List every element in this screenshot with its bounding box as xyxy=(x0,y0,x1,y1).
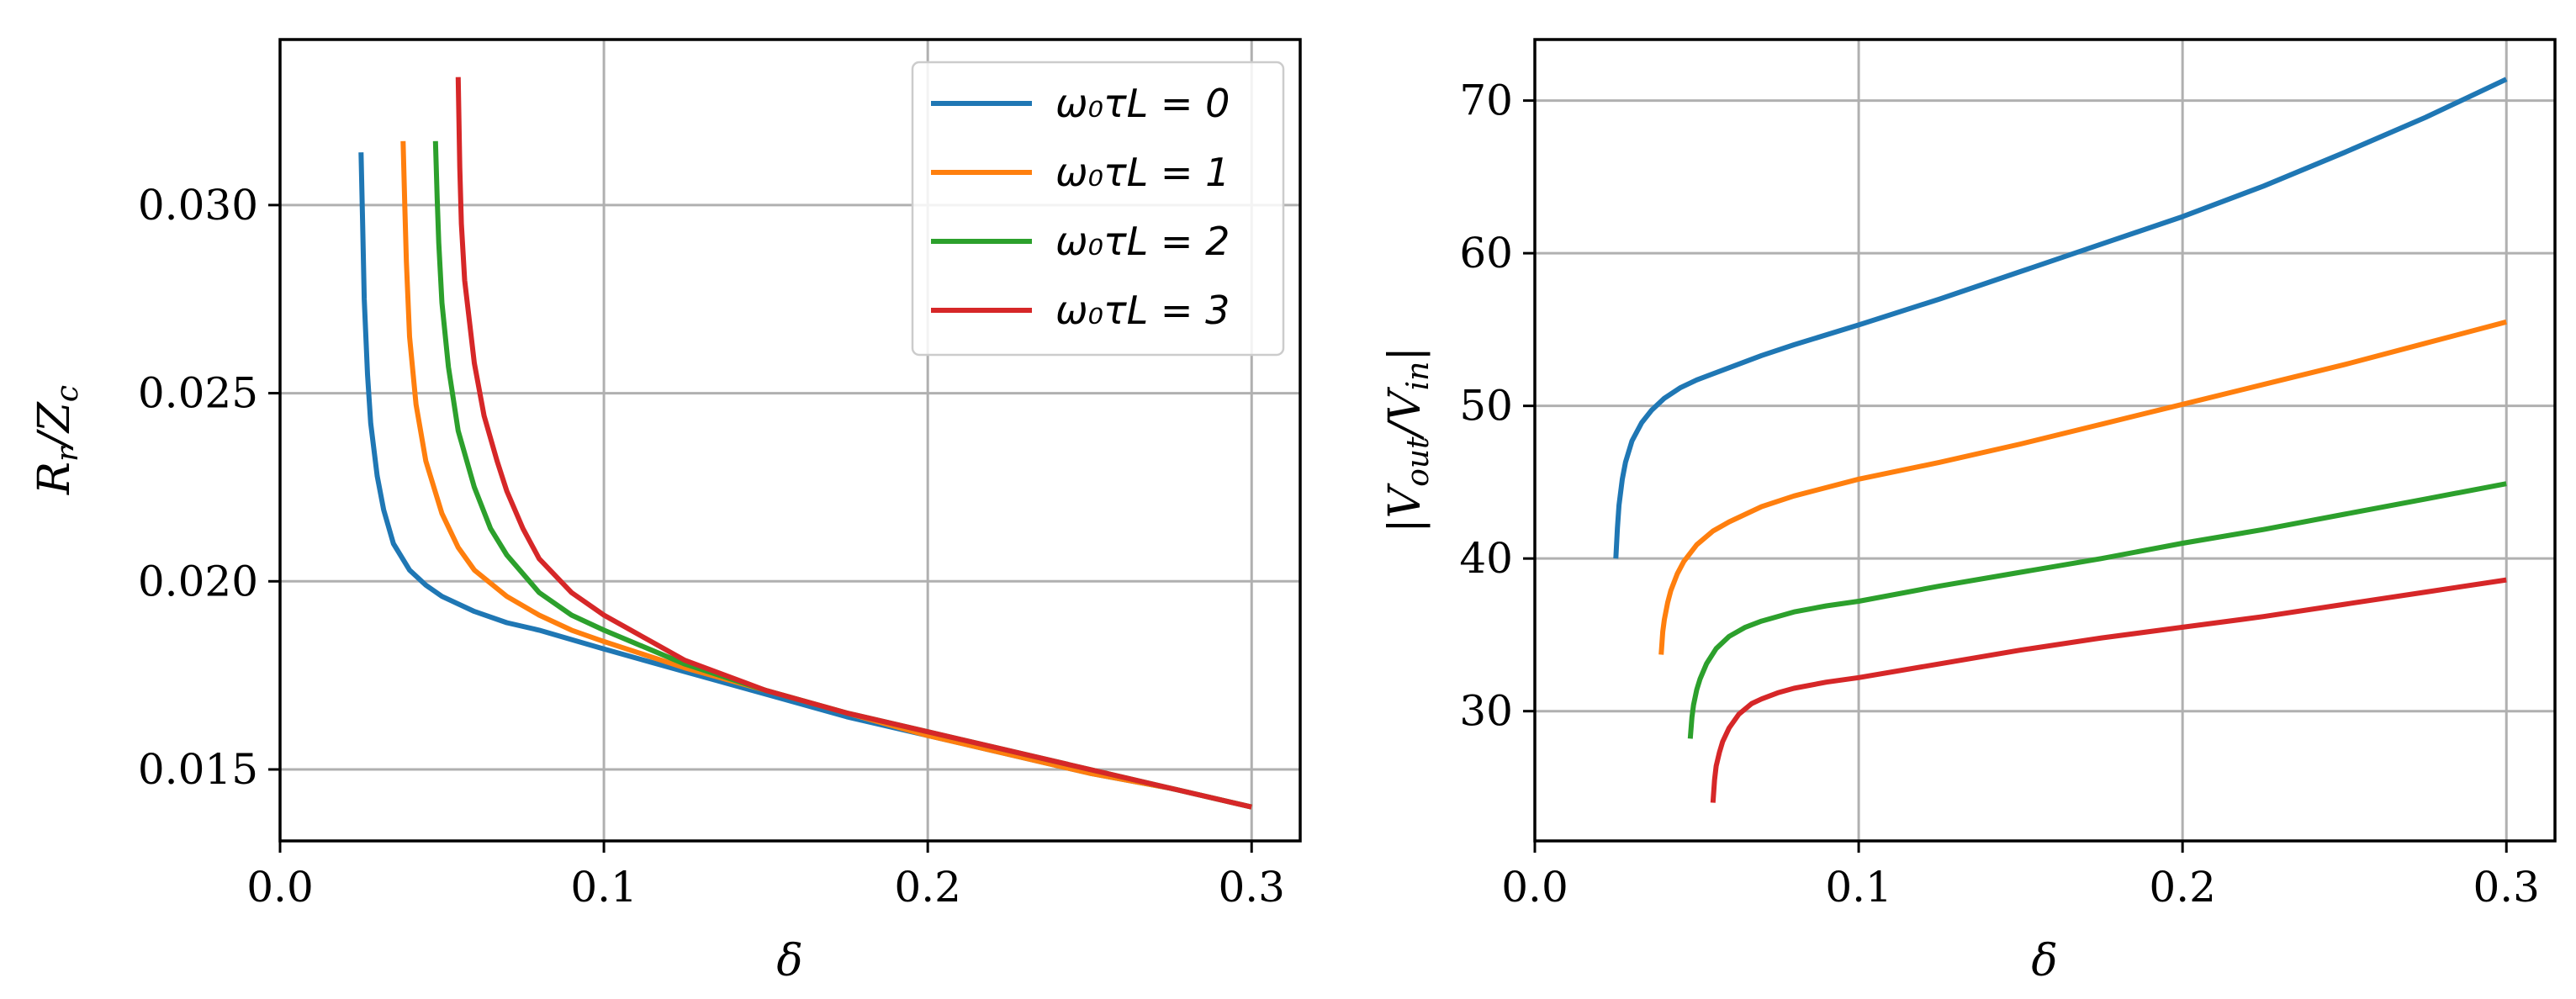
y-tick-label: 0.015 xyxy=(138,745,258,794)
x-tick-label: 0.3 xyxy=(2473,863,2540,912)
series-line xyxy=(455,77,1252,810)
right-series xyxy=(1613,77,2508,803)
legend-label: ω₀τL = 3 xyxy=(1055,288,1230,333)
legend-item: ω₀τL = 0 xyxy=(931,81,1230,126)
series-line xyxy=(400,140,1252,810)
y-tick-label: 70 xyxy=(1459,77,1513,125)
x-tick-label: 0.0 xyxy=(1501,863,1568,912)
x-tick-label: 0.1 xyxy=(570,863,637,912)
legend: ω₀τL = 0 ω₀τL = 1 ω₀τL = 2 ω₀τL = 3 xyxy=(911,61,1285,357)
series-line xyxy=(1613,77,2508,559)
x-tick-label: 0.1 xyxy=(1825,863,1892,912)
y-tick-label: 0.025 xyxy=(138,369,258,418)
x-tick-label: 0.2 xyxy=(894,863,961,912)
y-tick-label: 40 xyxy=(1459,534,1513,583)
left-y-axis-label: Rr/Zc xyxy=(29,385,85,495)
legend-frame xyxy=(911,61,1285,357)
legend-label: ω₀τL = 0 xyxy=(1055,81,1230,126)
right-ticks: 0.0 0.1 0.2 0.3 30 40 50 60 70 xyxy=(1459,77,2540,912)
left-panel: 0.0 0.1 0.2 0.3 0.015 0.020 0.025 0.030 δ Rr/Zc… xyxy=(29,38,1302,986)
x-tick-label: 0.2 xyxy=(2149,863,2216,912)
legend-label: ω₀τL = 2 xyxy=(1055,219,1230,264)
right-y-axis-label: |Vout/Vin| xyxy=(1380,346,1436,533)
y-tick-label: 50 xyxy=(1459,382,1513,431)
x-tick-label: 0.3 xyxy=(1218,863,1285,912)
y-tick-label: 0.030 xyxy=(138,181,258,230)
series-line xyxy=(1710,577,2507,803)
left-ticks: 0.0 0.1 0.2 0.3 0.015 0.020 0.025 0.030 xyxy=(138,181,1285,912)
legend-item: ω₀τL = 2 xyxy=(931,219,1230,264)
x-tick-label: 0.0 xyxy=(246,863,314,912)
y-tick-label: 60 xyxy=(1459,229,1513,278)
legend-item: ω₀τL = 3 xyxy=(931,288,1230,333)
left-series xyxy=(358,77,1252,810)
y-tick-label: 30 xyxy=(1459,687,1513,736)
series-line xyxy=(1687,481,2507,739)
left-x-axis-label: δ xyxy=(776,936,802,986)
legend-label: ω₀τL = 1 xyxy=(1055,150,1230,195)
left-axes-frame xyxy=(278,38,1302,843)
series-line xyxy=(1658,319,2507,655)
right-x-axis-label: δ xyxy=(2031,936,2057,986)
legend-item: ω₀τL = 1 xyxy=(931,150,1230,195)
y-tick-label: 0.020 xyxy=(138,557,258,605)
right-panel: 0.0 0.1 0.2 0.3 30 40 50 60 70 δ |Vout/Vin| xyxy=(1380,38,2557,986)
right-axes-frame xyxy=(1533,38,2557,843)
